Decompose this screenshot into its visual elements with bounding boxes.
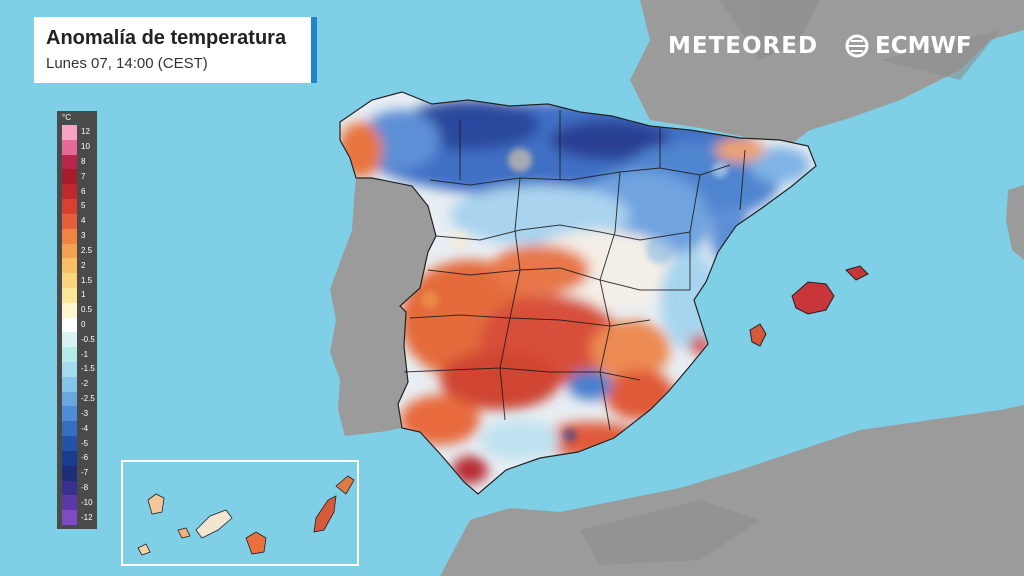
legend-swatch: [62, 228, 77, 245]
legend-swatch: [62, 125, 77, 141]
land-relief: [580, 0, 1000, 565]
legend-swatch: [62, 465, 77, 482]
legend-label: -5: [81, 438, 89, 448]
legend-label: -0.5: [81, 334, 95, 344]
legend-label: -1.5: [81, 364, 95, 374]
legend-swatch: [62, 139, 77, 156]
legend-label: -2: [81, 379, 89, 389]
ecmwf-logo-text: ECMWF: [875, 33, 972, 59]
canary-inset-frame: [121, 460, 359, 566]
legend-swatch: [62, 421, 77, 437]
legend-label: 3: [81, 231, 86, 241]
legend-label: -2.5: [81, 394, 95, 404]
legend-swatch: [62, 154, 77, 170]
legend-label: -12: [81, 512, 93, 522]
legend-swatch: [62, 391, 77, 407]
legend-swatch: [62, 436, 77, 452]
balearic-islands: [749, 265, 869, 347]
legend-label: 6: [81, 186, 86, 196]
legend-swatch: [62, 258, 77, 274]
legend-label: 7: [81, 171, 86, 181]
legend-label: -3: [81, 408, 89, 418]
canary-islands: [137, 475, 355, 556]
legend-label: 5: [81, 201, 86, 211]
legend-swatch: [62, 332, 77, 348]
legend-swatch: [62, 347, 77, 363]
legend-label: -8: [81, 482, 89, 492]
legend-swatch: [62, 273, 77, 289]
legend-bar: [62, 125, 77, 526]
legend-label: 2.5: [81, 245, 93, 255]
legend-label: 8: [81, 157, 86, 167]
legend-swatch: [62, 376, 77, 393]
legend-swatch: [62, 510, 77, 526]
legend-label: 2: [81, 260, 86, 270]
legend-swatch: [62, 184, 77, 200]
legend-label: 4: [81, 216, 86, 226]
legend-label: -7: [81, 468, 89, 478]
legend-swatch: [62, 317, 77, 333]
legend-label: 1: [81, 290, 86, 300]
title-panel: Anomalía de temperatura Lunes 07, 14:00 …: [34, 17, 317, 83]
legend-label: 0: [81, 320, 86, 329]
legend-label: -10: [81, 497, 93, 507]
map-subtitle: Lunes 07, 14:00 (CEST): [46, 55, 208, 72]
legend-swatch: [62, 406, 77, 422]
legend-label: -4: [81, 423, 89, 433]
legend-swatch: [62, 495, 77, 511]
legend-label: 1.5: [81, 275, 93, 285]
legend-swatch: [62, 362, 77, 378]
region-borders: [403, 110, 746, 431]
ecmwf-logo-icon: [845, 34, 869, 58]
legend-unit: °C: [62, 113, 71, 122]
legend-swatch: [62, 213, 77, 230]
map-title: Anomalía de temperatura: [46, 27, 287, 49]
legend-label: 10: [81, 142, 90, 152]
legend-swatch: [62, 480, 77, 496]
legend-label: -1: [81, 349, 89, 359]
legend-label: 0.5: [81, 305, 93, 315]
legend-swatch: [62, 450, 77, 467]
legend-swatch: [62, 243, 77, 259]
legend-swatch: [62, 199, 77, 215]
legend-swatch: [62, 169, 77, 185]
legend-label: 12: [81, 127, 90, 137]
legend-swatch: [62, 302, 77, 319]
legend-label: -6: [81, 453, 89, 463]
color-legend: °C 12 10 8 7 6 5 4 3 2.5 2 1.5 1 0.5 0 -0.5 -1 -1.5 -2 -2.…: [57, 111, 97, 529]
meteored-logo: METEORED: [668, 33, 819, 59]
legend-swatch: [62, 287, 77, 304]
